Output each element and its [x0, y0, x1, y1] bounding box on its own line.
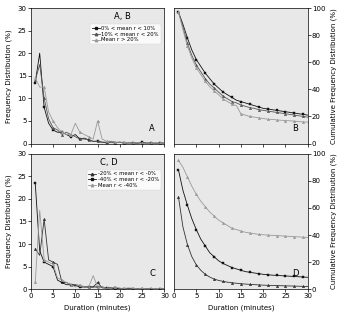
Y-axis label: Frequency Distribution (%): Frequency Distribution (%)	[5, 175, 12, 268]
X-axis label: Duration (minutes): Duration (minutes)	[64, 305, 131, 311]
Text: C, D: C, D	[100, 158, 118, 167]
X-axis label: Duration (minutes): Duration (minutes)	[208, 305, 274, 311]
Text: D: D	[292, 269, 298, 278]
Text: A: A	[150, 124, 155, 133]
Text: C: C	[149, 269, 155, 278]
Y-axis label: Cumulative Frequency Distribution (%): Cumulative Frequency Distribution (%)	[331, 154, 338, 289]
Legend: -20% < mean r < -0%, -40% < mean r < -20%, Mean r < -40%: -20% < mean r < -0%, -40% < mean r < -20…	[86, 170, 161, 190]
Text: A, B: A, B	[114, 12, 131, 21]
Y-axis label: Cumulative Frequency Distribution (%): Cumulative Frequency Distribution (%)	[331, 8, 338, 144]
Legend: 0% < mean r < 10%, 10% < mean r < 20%, Mean r > 20%: 0% < mean r < 10%, 10% < mean r < 20%, M…	[90, 24, 161, 44]
Y-axis label: Frequency Distribution (%): Frequency Distribution (%)	[5, 29, 12, 123]
Text: B: B	[293, 124, 298, 133]
